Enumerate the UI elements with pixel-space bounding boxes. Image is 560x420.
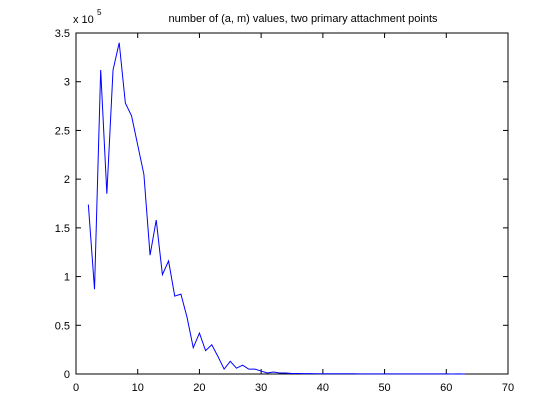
y-tick-label: 1 (64, 272, 70, 284)
x-tick-label: 70 (502, 382, 514, 394)
y-tick-label: 1.5 (55, 223, 70, 235)
y-multiplier-exponent: 5 (97, 8, 102, 17)
y-tick-label: 2.5 (55, 125, 70, 137)
data-line (87, 42, 465, 375)
y-tick-label: 3 (64, 77, 70, 89)
chart-title: number of (a, m) values, two primary att… (169, 13, 438, 25)
y-tick-label: 0 (64, 369, 70, 381)
x-tick-label: 20 (193, 382, 205, 394)
x-tick-label: 60 (440, 382, 452, 394)
x-tick-label: 10 (132, 382, 144, 394)
plot-area (75, 32, 509, 375)
x-tick-label: 40 (317, 382, 329, 394)
y-multiplier: x 10 (73, 14, 94, 26)
y-tick-label: 0.5 (55, 320, 70, 332)
y-tick-label: 2 (64, 174, 70, 186)
x-tick-label: 30 (255, 382, 267, 394)
x-tick-label: 50 (378, 382, 390, 394)
x-tick-label: 0 (73, 382, 79, 394)
y-tick-label: 3.5 (55, 28, 70, 40)
